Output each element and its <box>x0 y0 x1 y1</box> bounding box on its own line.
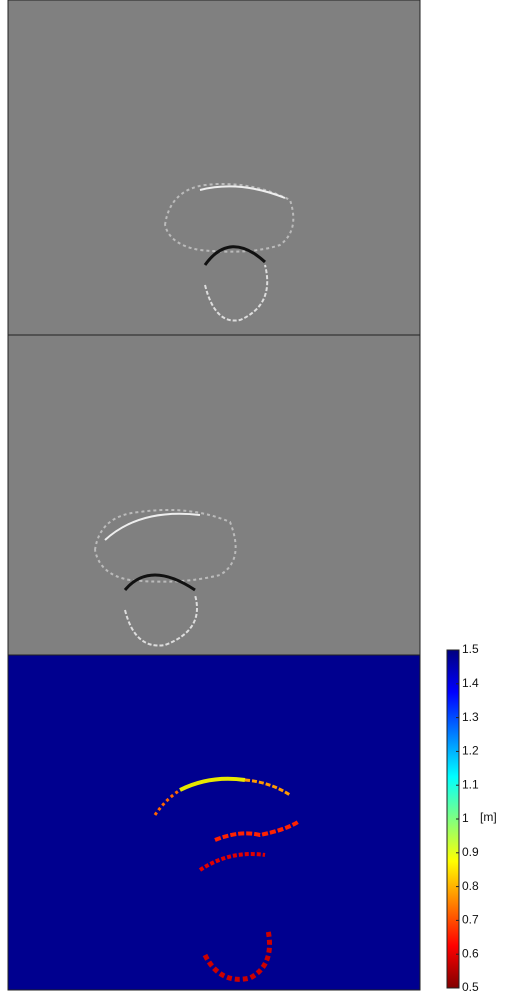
colorbar-tick-label: 0.9 <box>462 845 479 859</box>
colorbar-tick-label: 1 <box>462 811 469 825</box>
colorbar-label: [m] <box>480 810 497 824</box>
colorbar-tick-label: 1.3 <box>462 710 479 724</box>
panel-top <box>8 0 420 335</box>
colorbar-tick-label: 1.4 <box>462 676 479 690</box>
colorbar-tick-label: 0.8 <box>462 879 479 893</box>
colorbar-tick-label: 0.5 <box>462 980 479 994</box>
colorbar-tick-label: 0.6 <box>462 946 479 960</box>
colorbar-tick-label: 1.1 <box>462 777 479 791</box>
colorbar-tick-label: 1.2 <box>462 744 479 758</box>
panel-middle <box>8 335 420 655</box>
colorbar-tick-label: 1.5 <box>462 642 479 656</box>
colorbar-tick-label: 0.7 <box>462 913 479 927</box>
figure: [m] 0.5 0.6 0.7 0.8 0.9 1 1.1 1.2 1.3 1.4 1.5 <box>0 0 519 997</box>
panel-depth <box>8 655 420 990</box>
